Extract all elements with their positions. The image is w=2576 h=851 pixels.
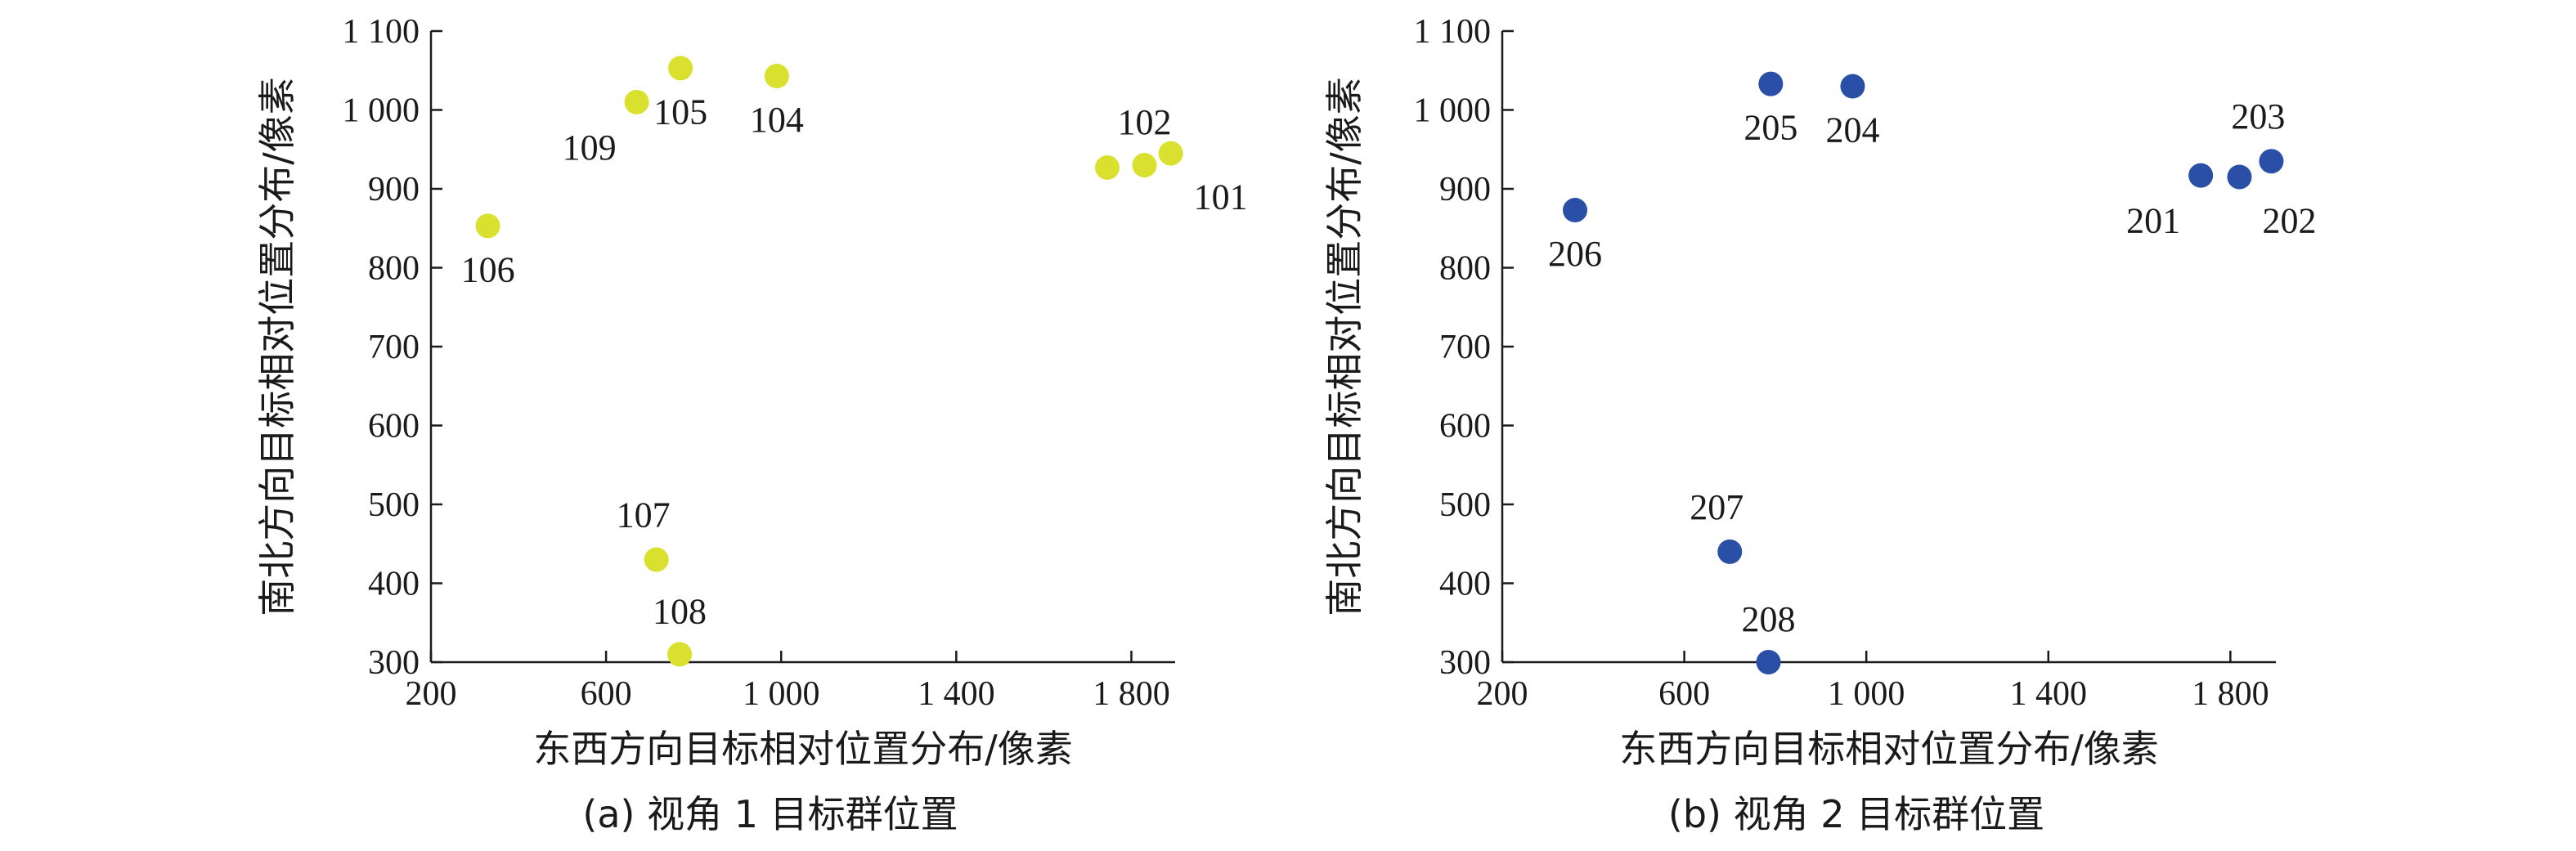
y-tick-label: 1 000 — [343, 92, 420, 130]
y-tick-label: 1 100 — [343, 13, 420, 51]
x-axis-label: 东西方向目标相对位置分布/像素 — [1619, 727, 2159, 771]
point-label-206: 206 — [1548, 234, 1602, 274]
x-tick-label: 1 000 — [1828, 675, 1905, 713]
y-tick-label: 600 — [1439, 408, 1491, 446]
panel-caption: (a) 视角 1 目标群位置 — [582, 792, 958, 836]
x-tick-label: 1 000 — [743, 675, 820, 713]
point-label-208: 208 — [1742, 599, 1796, 639]
point-label-104: 104 — [750, 100, 804, 140]
point-label-205: 205 — [1744, 108, 1797, 148]
y-tick-label: 1 000 — [1414, 92, 1492, 130]
x-tick-label: 1 800 — [2192, 675, 2269, 713]
y-tick-label: 300 — [1439, 644, 1491, 682]
data-point-202 — [2227, 164, 2252, 190]
point-label-204: 204 — [1825, 110, 1879, 150]
data-point-107 — [644, 547, 669, 572]
point-label-201: 201 — [2126, 201, 2180, 241]
point-label-102: 102 — [1118, 102, 1172, 142]
data-point-206 — [1563, 198, 1588, 223]
point-label-203: 203 — [2231, 96, 2285, 137]
data-point-108 — [667, 642, 693, 667]
point-label-101: 101 — [1194, 177, 1248, 217]
data-point-106 — [475, 213, 500, 239]
data-point-102 — [1132, 153, 1157, 178]
x-tick-label: 1 800 — [1093, 675, 1170, 713]
point-label-109: 109 — [563, 128, 617, 168]
x-tick-label: 1 400 — [918, 675, 995, 713]
y-tick-label: 700 — [368, 329, 420, 366]
y-tick-label: 900 — [368, 171, 420, 208]
x-tick-label: 200 — [1477, 675, 1528, 713]
chart-panel-a: 200 600 1 000 1 400 1 800 300 400 500 600 700 800 9… — [255, 13, 1248, 836]
chart-panel-b: 200 600 1 000 1 400 1 800 300 400 500 600 700 800 9… — [1322, 13, 2316, 836]
y-tick-label: 800 — [1439, 250, 1491, 288]
point-label-106: 106 — [461, 249, 515, 289]
y-tick-label: 400 — [1439, 566, 1491, 603]
x-tick-label: 600 — [581, 675, 632, 713]
point-label-105: 105 — [653, 92, 707, 132]
x-axis-label: 东西方向目标相对位置分布/像素 — [533, 727, 1073, 771]
data-point-109 — [624, 89, 649, 114]
data-point-105 — [668, 56, 693, 81]
y-tick-label: 400 — [368, 566, 420, 603]
x-tick-label: 600 — [1658, 675, 1710, 713]
data-point-104 — [764, 64, 789, 89]
x-tick-label: 1 400 — [2010, 675, 2088, 713]
y-axis-label: 南北方向目标相对位置分布/像素 — [255, 77, 299, 616]
y-axis-label: 南北方向目标相对位置分布/像素 — [1322, 77, 1367, 616]
x-tick-label: 200 — [406, 675, 457, 713]
data-point-207 — [1717, 539, 1743, 564]
data-point-103 — [1095, 155, 1120, 180]
y-tick-label: 500 — [368, 486, 420, 524]
y-tick-label: 300 — [368, 644, 420, 682]
data-point-101 — [1158, 141, 1183, 166]
y-tick-label: 800 — [368, 250, 420, 288]
y-tick-label: 600 — [368, 408, 420, 446]
point-label-108: 108 — [653, 591, 707, 631]
data-point-201 — [2188, 163, 2214, 188]
data-point-205 — [1758, 71, 1784, 96]
data-point-203 — [2259, 149, 2284, 174]
y-tick-label: 1 100 — [1414, 13, 1492, 51]
y-tick-label: 700 — [1439, 329, 1491, 366]
point-label-202: 202 — [2262, 201, 2316, 241]
y-tick-label: 500 — [1439, 486, 1491, 524]
data-point-204 — [1840, 74, 1865, 99]
panel-caption: (b) 视角 2 目标群位置 — [1668, 792, 2044, 836]
y-tick-label: 900 — [1439, 171, 1491, 208]
point-label-107: 107 — [617, 495, 671, 535]
data-point-208 — [1756, 650, 1781, 674]
point-label-207: 207 — [1690, 487, 1744, 527]
